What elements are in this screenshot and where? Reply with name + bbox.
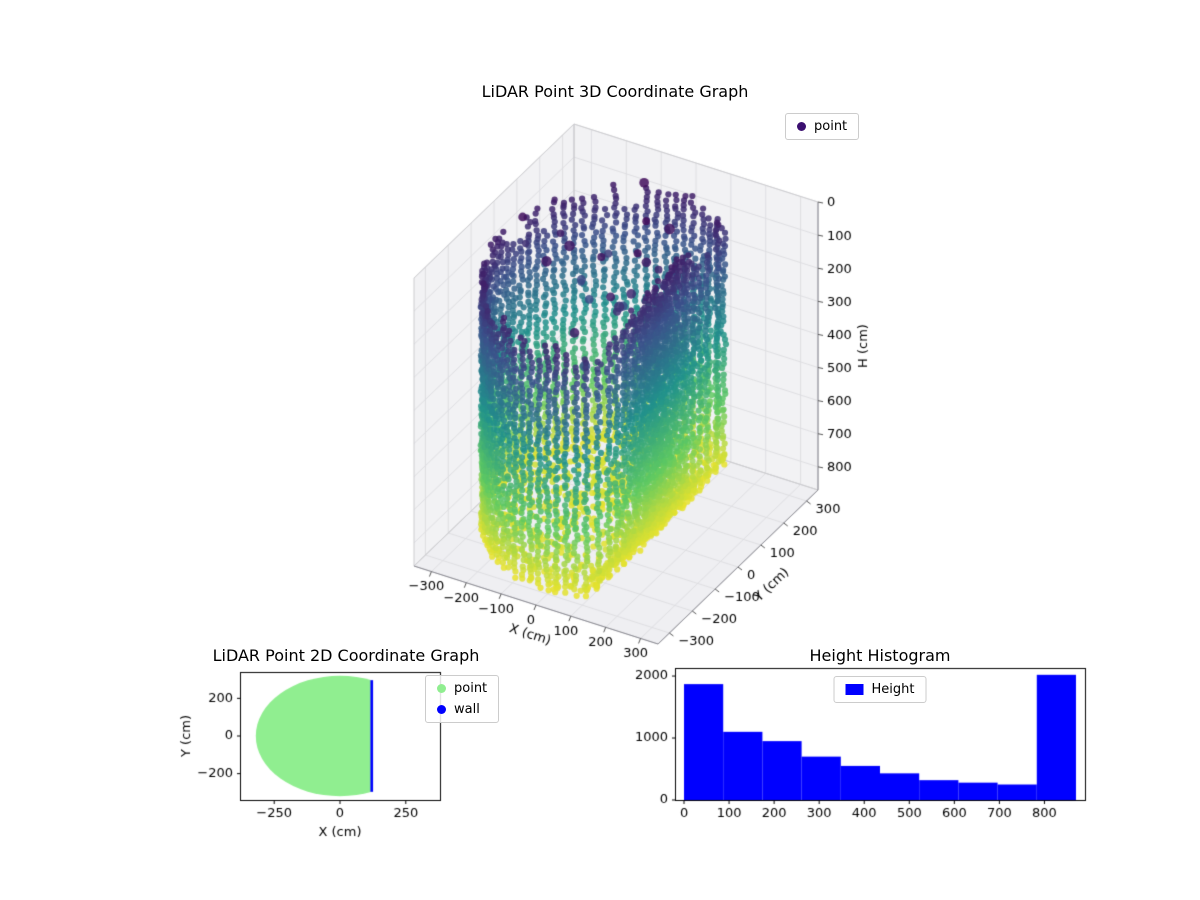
histogram-legend-label-height: Height — [871, 682, 915, 697]
plot2d-legend-label-wall: wall — [454, 702, 480, 717]
plot3d-title: LiDAR Point 3D Coordinate Graph — [481, 82, 749, 101]
plot2d-legend-label-point: point — [454, 681, 488, 696]
plot3d-legend-label-point: point — [814, 119, 848, 134]
plot2d-legend-item-point: point — [437, 681, 487, 696]
plot2d-title: LiDAR Point 2D Coordinate Graph — [212, 646, 480, 665]
plot3d-canvas — [280, 95, 900, 675]
histogram-legend-item-height: Height — [845, 682, 915, 697]
plot3d-legend: point — [785, 113, 860, 140]
plot2d-canvas — [168, 655, 468, 855]
wall-marker-icon — [437, 705, 446, 714]
height-patch-icon — [845, 684, 864, 695]
plot3d-legend-item-point: point — [797, 119, 847, 134]
plot2d-legend: point wall — [425, 675, 500, 723]
plot2d-legend-item-wall: wall — [437, 702, 487, 717]
histogram-title: Height Histogram — [809, 646, 951, 665]
point-marker-icon-2d — [437, 684, 446, 693]
histogram-legend: Height — [833, 676, 927, 703]
point-marker-icon — [797, 122, 806, 131]
